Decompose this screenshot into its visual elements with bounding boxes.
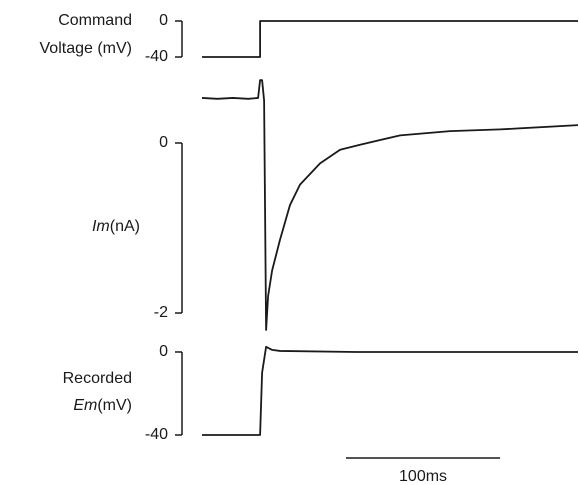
y-label: Voltage (mV): [40, 40, 132, 57]
y-label-unit: (mV): [97, 397, 132, 414]
trace: [202, 345, 578, 436]
scale-bar-label: 100ms: [399, 468, 447, 485]
y-tick-label: 0: [159, 12, 168, 29]
y-tick-label: -40: [145, 48, 168, 65]
trace: [202, 20, 578, 58]
y-label: Recorded: [63, 370, 132, 387]
trace: [201, 79, 579, 331]
y-label-italic: Im: [92, 218, 110, 235]
y-label: Em(mV): [73, 397, 132, 414]
y-label: Command: [58, 12, 132, 29]
y-label-italic: Em: [73, 397, 97, 414]
y-tick-label: 0: [159, 134, 168, 151]
y-label-unit: (nA): [110, 218, 140, 235]
y-tick-label: 0: [159, 343, 168, 360]
y-label: Im(nA): [92, 218, 140, 235]
y-tick-label: -2: [154, 304, 168, 321]
y-tick-label: -40: [145, 426, 168, 443]
